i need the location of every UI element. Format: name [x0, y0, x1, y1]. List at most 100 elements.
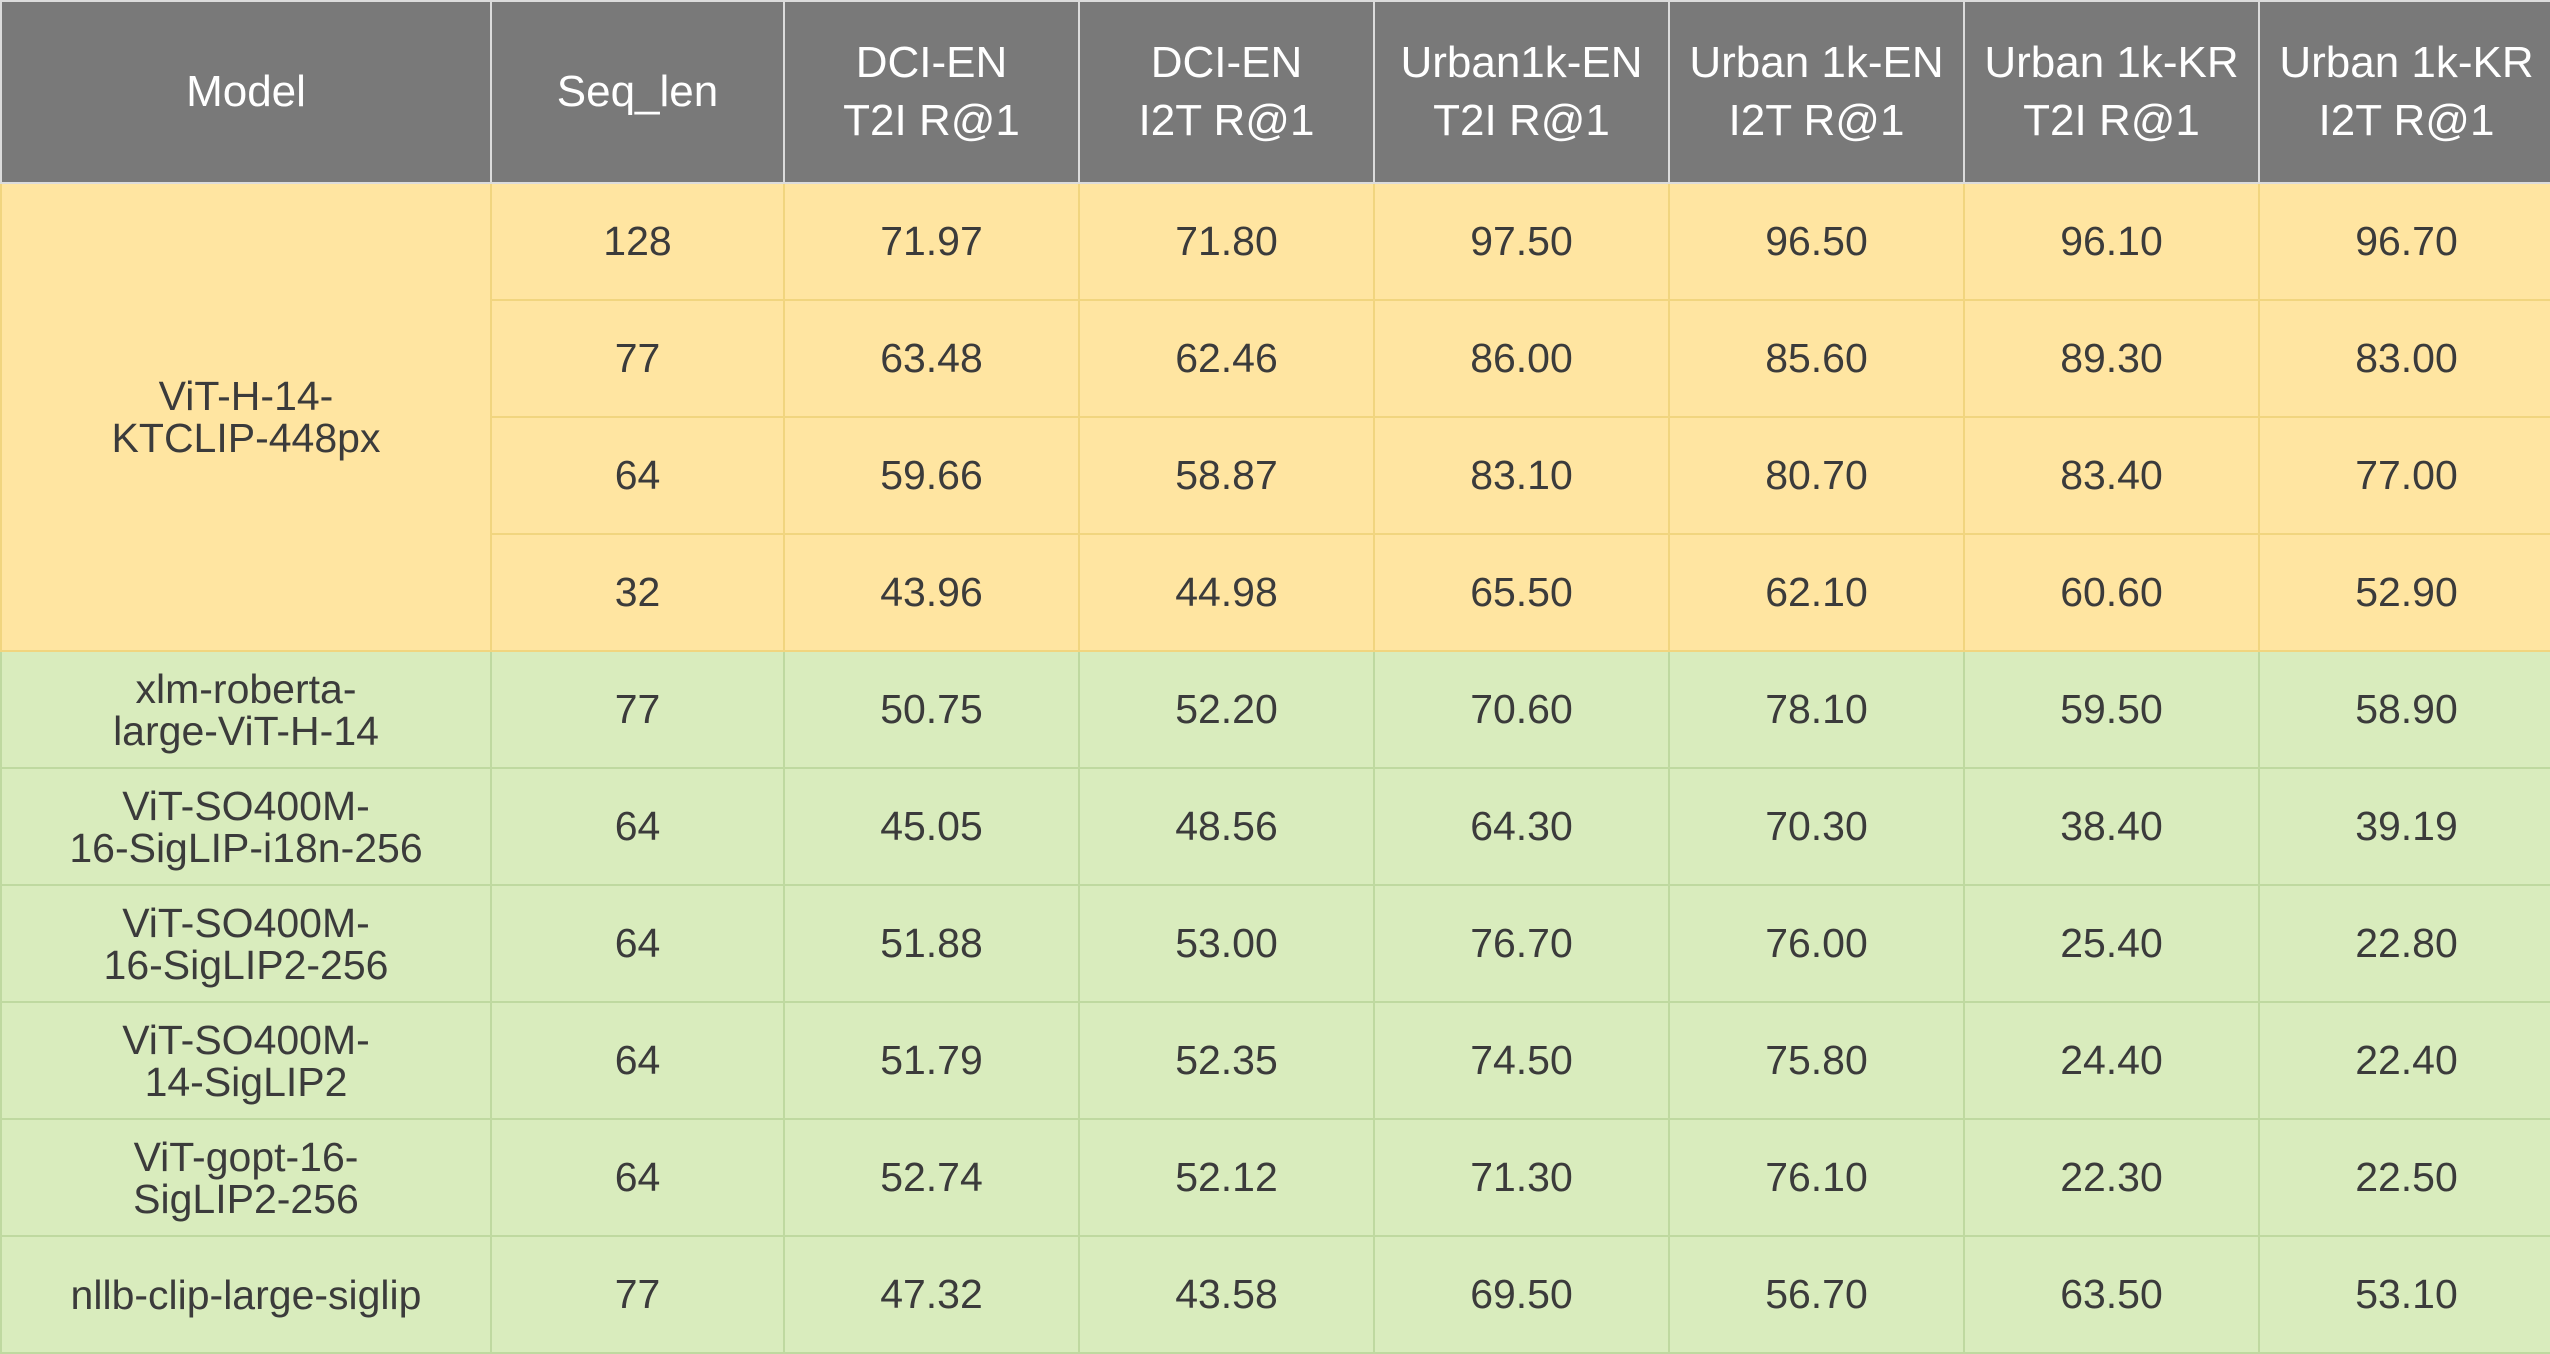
table-row: nllb-clip-large-siglip 77 47.32 43.58 69.50 5… [0, 1235, 2550, 1354]
score-cell: 52.20 [1078, 650, 1375, 769]
column-header-6: Urban 1k-KR T2I R@1 [1963, 0, 2260, 184]
score-cell: 43.96 [783, 533, 1080, 652]
score-cell: 80.70 [1668, 416, 1965, 535]
seq-len-cell: 32 [490, 533, 785, 652]
seq-len-cell: 77 [490, 1235, 785, 1354]
column-header-line: I2T R@1 [2318, 96, 2495, 145]
model-name-line: 14-SigLIP2 [144, 1058, 348, 1105]
score-cell: 60.60 [1963, 533, 2260, 652]
score-cell: 51.79 [783, 1001, 1080, 1120]
table-row: xlm-roberta-large-ViT-H-14 77 50.75 52.20 70… [0, 650, 2550, 769]
score-cell: 70.30 [1668, 767, 1965, 886]
column-header-line: Urban1k-EN [1400, 38, 1643, 87]
model-name-cell: ViT-gopt-16- SigLIP2-256 [0, 1118, 492, 1237]
score-cell: 77.00 [2258, 416, 2550, 535]
model-name-line: 16-SigLIP-i18n-256 [69, 824, 423, 871]
score-cell: 89.30 [1963, 299, 2260, 418]
score-cell: 65.50 [1373, 533, 1670, 652]
column-header-2: DCI-EN T2I R@1 [783, 0, 1080, 184]
score-cell: 52.90 [2258, 533, 2550, 652]
table-row: ViT-H-14- KTCLIP-448px 128 71.97 71.80 97.50 9… [0, 182, 2550, 652]
seq-len-cell: 64 [490, 884, 785, 1003]
seq-len-cell: 128 [490, 182, 785, 301]
model-name-line: ViT-H-14- [158, 373, 334, 419]
column-header-3: DCI-EN I2T R@1 [1078, 0, 1375, 184]
score-cell: 43.58 [1078, 1235, 1375, 1354]
score-cell: 62.46 [1078, 299, 1375, 418]
score-cell: 45.05 [783, 767, 1080, 886]
score-cell: 22.30 [1963, 1118, 2260, 1237]
model-name-line: KTCLIP-448px [111, 415, 381, 461]
score-cell: 52.74 [783, 1118, 1080, 1237]
score-cell: 53.10 [2258, 1235, 2550, 1354]
column-header-1: Seq_len [490, 0, 785, 184]
score-cell: 22.40 [2258, 1001, 2550, 1120]
score-cell: 70.60 [1373, 650, 1670, 769]
model-name-line: ViT-SO400M- [122, 782, 370, 829]
score-cell: 38.40 [1963, 767, 2260, 886]
score-cell: 39.19 [2258, 767, 2550, 886]
score-cell: 76.00 [1668, 884, 1965, 1003]
score-cell: 97.50 [1373, 182, 1670, 301]
score-cell: 85.60 [1668, 299, 1965, 418]
score-cell: 76.10 [1668, 1118, 1965, 1237]
table-body: ViT-H-14- KTCLIP-448px 128 71.97 71.80 97.50 9… [0, 182, 2550, 1354]
table-row: 64 59.66 58.87 83.10 80.70 83.40 77.00 [1, 416, 2550, 535]
score-cell: 86.00 [1373, 299, 1670, 418]
model-name-cell: xlm-roberta-large-ViT-H-14 [0, 650, 492, 769]
score-cell: 56.70 [1668, 1235, 1965, 1354]
table-row: ViT-SO400M- 16-SigLIP-i18n-256 64 45.05 48.5… [0, 767, 2550, 886]
column-header-line: T2I R@1 [1433, 96, 1610, 145]
score-cell: 71.80 [1078, 182, 1375, 301]
column-header-line: DCI-EN [1150, 38, 1303, 87]
column-header-line: Seq_len [556, 67, 719, 116]
header-row: Model Seq_len DCI-EN T2I R@1 DCI-EN I2T R@1 Ur… [0, 0, 2550, 184]
score-cell: 83.10 [1373, 416, 1670, 535]
score-cell: 62.10 [1668, 533, 1965, 652]
seq-len-cell: 64 [490, 1118, 785, 1237]
model-name-cell: ViT-SO400M- 16-SigLIP-i18n-256 [0, 767, 492, 886]
model-name-cell: ViT-SO400M- 14-SigLIP2 [0, 1001, 492, 1120]
seq-len-cell: 64 [490, 767, 785, 886]
score-cell: 44.98 [1078, 533, 1375, 652]
model-name-line: ViT-gopt-16- [133, 1133, 359, 1180]
seq-len-cell: 64 [490, 1001, 785, 1120]
table-row: ViT-gopt-16- SigLIP2-256 64 52.74 52.12 71.30… [0, 1118, 2550, 1237]
column-header-0: Model [0, 0, 492, 184]
score-cell: 64.30 [1373, 767, 1670, 886]
score-cell: 52.12 [1078, 1118, 1375, 1237]
column-header-line: Model [186, 67, 306, 116]
table-header: Model Seq_len DCI-EN T2I R@1 DCI-EN I2T R@1 Ur… [0, 0, 2550, 184]
column-header-line: I2T R@1 [1728, 96, 1905, 145]
score-cell: 69.50 [1373, 1235, 1670, 1354]
seq-len-cell: 77 [490, 299, 785, 418]
column-header-line: T2I R@1 [843, 96, 1020, 145]
score-cell: 96.10 [1963, 182, 2260, 301]
score-cell: 76.70 [1373, 884, 1670, 1003]
column-header-4: Urban1k-EN T2I R@1 [1373, 0, 1670, 184]
column-header-5: Urban 1k-EN I2T R@1 [1668, 0, 1965, 184]
column-header-line: Urban 1k-KR [1984, 38, 2239, 87]
table-row: 77 63.48 62.46 86.00 85.60 89.30 83.00 [1, 299, 2550, 418]
column-header-line: I2T R@1 [1138, 96, 1315, 145]
score-cell: 96.50 [1668, 182, 1965, 301]
model-name-line: ViT-SO400M- [122, 1016, 370, 1063]
score-cell: 52.35 [1078, 1001, 1375, 1120]
score-cell: 58.90 [2258, 650, 2550, 769]
score-cell: 22.80 [2258, 884, 2550, 1003]
seq-len-cell: 77 [490, 650, 785, 769]
column-header-line: DCI-EN [855, 38, 1008, 87]
model-name-line: nllb-clip-large-siglip [70, 1271, 422, 1318]
score-cell: 51.88 [783, 884, 1080, 1003]
table-row: ViT-SO400M- 14-SigLIP2 64 51.79 52.35 74.50 75… [0, 1001, 2550, 1120]
model-name-cell: ViT-SO400M- 16-SigLIP2-256 [0, 884, 492, 1003]
score-cell: 47.32 [783, 1235, 1080, 1354]
seq-len-cell: 64 [490, 416, 785, 535]
model-name-line: 16-SigLIP2-256 [103, 941, 389, 988]
model-name-line: xlm-roberta- [135, 665, 357, 712]
score-cell: 22.50 [2258, 1118, 2550, 1237]
score-cell: 63.48 [783, 299, 1080, 418]
score-cell: 59.66 [783, 416, 1080, 535]
model-name-line: large-ViT-H-14 [113, 707, 379, 754]
